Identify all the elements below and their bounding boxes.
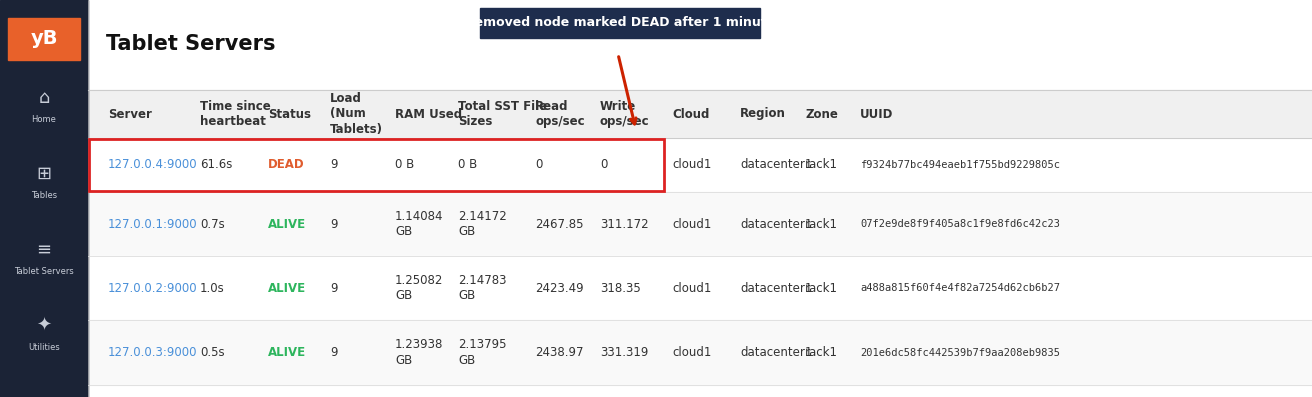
Bar xyxy=(8,18,80,60)
Text: yB: yB xyxy=(30,29,58,48)
Text: Region: Region xyxy=(740,108,786,121)
Text: ✦: ✦ xyxy=(37,317,51,335)
Text: cloud1: cloud1 xyxy=(672,158,711,172)
Text: UUID: UUID xyxy=(859,108,893,121)
Text: 2423.49: 2423.49 xyxy=(535,281,584,295)
Text: 9: 9 xyxy=(331,281,337,295)
Text: f9324b77bc494eaeb1f755bd9229805c: f9324b77bc494eaeb1f755bd9229805c xyxy=(859,160,1060,170)
Bar xyxy=(89,139,664,191)
Text: 1.25082
GB: 1.25082 GB xyxy=(395,274,443,302)
Text: 9: 9 xyxy=(331,346,337,359)
Text: Cloud: Cloud xyxy=(672,108,710,121)
Text: datacenter1: datacenter1 xyxy=(740,158,812,172)
Text: 0: 0 xyxy=(535,158,542,172)
Text: rack1: rack1 xyxy=(806,218,838,231)
Text: 2438.97: 2438.97 xyxy=(535,346,584,359)
Text: 07f2e9de8f9f405a8c1f9e8fd6c42c23: 07f2e9de8f9f405a8c1f9e8fd6c42c23 xyxy=(859,219,1060,229)
Text: cloud1: cloud1 xyxy=(672,281,711,295)
Bar xyxy=(0,0,88,397)
Text: 127.0.0.2:9000: 127.0.0.2:9000 xyxy=(108,281,198,295)
Text: ≡: ≡ xyxy=(37,241,51,259)
Bar xyxy=(88,138,1312,192)
Bar xyxy=(88,320,1312,385)
Text: Tables: Tables xyxy=(31,191,56,200)
Text: cloud1: cloud1 xyxy=(672,218,711,231)
Text: ALIVE: ALIVE xyxy=(268,281,306,295)
Text: 2467.85: 2467.85 xyxy=(535,218,584,231)
Text: rack1: rack1 xyxy=(806,346,838,359)
Text: 311.172: 311.172 xyxy=(600,218,648,231)
Text: Tablet Servers: Tablet Servers xyxy=(14,268,73,276)
Text: 318.35: 318.35 xyxy=(600,281,640,295)
Text: ALIVE: ALIVE xyxy=(268,218,306,231)
Text: Write
ops/sec: Write ops/sec xyxy=(600,100,649,128)
Text: 0.7s: 0.7s xyxy=(199,218,224,231)
Text: Removed node marked DEAD after 1 minute: Removed node marked DEAD after 1 minute xyxy=(464,17,775,29)
Text: Time since
heartbeat: Time since heartbeat xyxy=(199,100,270,128)
Text: 61.6s: 61.6s xyxy=(199,158,232,172)
Text: Load
(Num
Tablets): Load (Num Tablets) xyxy=(331,93,383,135)
Text: cloud1: cloud1 xyxy=(672,346,711,359)
Bar xyxy=(88,192,1312,256)
Text: Tablet Servers: Tablet Servers xyxy=(106,34,276,54)
Text: 127.0.0.4:9000: 127.0.0.4:9000 xyxy=(108,158,198,172)
Text: Status: Status xyxy=(268,108,311,121)
Text: a488a815f60f4e4f82a7254d62cb6b27: a488a815f60f4e4f82a7254d62cb6b27 xyxy=(859,283,1060,293)
Text: 2.13795
GB: 2.13795 GB xyxy=(458,339,506,366)
Text: 0.5s: 0.5s xyxy=(199,346,224,359)
Text: ⌂: ⌂ xyxy=(38,89,50,107)
Text: 0 B: 0 B xyxy=(395,158,415,172)
Text: Utilities: Utilities xyxy=(28,343,60,353)
Bar xyxy=(480,8,760,38)
Text: 9: 9 xyxy=(331,218,337,231)
Text: 1.14084
GB: 1.14084 GB xyxy=(395,210,443,238)
Text: Server: Server xyxy=(108,108,152,121)
Text: Home: Home xyxy=(31,116,56,125)
Text: 331.319: 331.319 xyxy=(600,346,648,359)
Text: 127.0.0.3:9000: 127.0.0.3:9000 xyxy=(108,346,198,359)
Text: datacenter1: datacenter1 xyxy=(740,281,812,295)
Text: rack1: rack1 xyxy=(806,158,838,172)
Text: Total SST File
Sizes: Total SST File Sizes xyxy=(458,100,547,128)
Text: 201e6dc58fc442539b7f9aa208eb9835: 201e6dc58fc442539b7f9aa208eb9835 xyxy=(859,347,1060,358)
Text: datacenter1: datacenter1 xyxy=(740,218,812,231)
Text: 1.0s: 1.0s xyxy=(199,281,224,295)
Text: ALIVE: ALIVE xyxy=(268,346,306,359)
Text: 1.23938
GB: 1.23938 GB xyxy=(395,339,443,366)
Bar xyxy=(88,256,1312,320)
Text: Read
ops/sec: Read ops/sec xyxy=(535,100,585,128)
Text: Zone: Zone xyxy=(806,108,838,121)
Text: 0 B: 0 B xyxy=(458,158,478,172)
Text: datacenter1: datacenter1 xyxy=(740,346,812,359)
Text: 9: 9 xyxy=(331,158,337,172)
Text: DEAD: DEAD xyxy=(268,158,304,172)
Text: 127.0.0.1:9000: 127.0.0.1:9000 xyxy=(108,218,198,231)
Text: 2.14783
GB: 2.14783 GB xyxy=(458,274,506,302)
Text: 0: 0 xyxy=(600,158,607,172)
Bar xyxy=(88,90,1312,138)
Text: 2.14172
GB: 2.14172 GB xyxy=(458,210,506,238)
Text: RAM Used: RAM Used xyxy=(395,108,462,121)
Text: rack1: rack1 xyxy=(806,281,838,295)
Text: ⊞: ⊞ xyxy=(37,165,51,183)
